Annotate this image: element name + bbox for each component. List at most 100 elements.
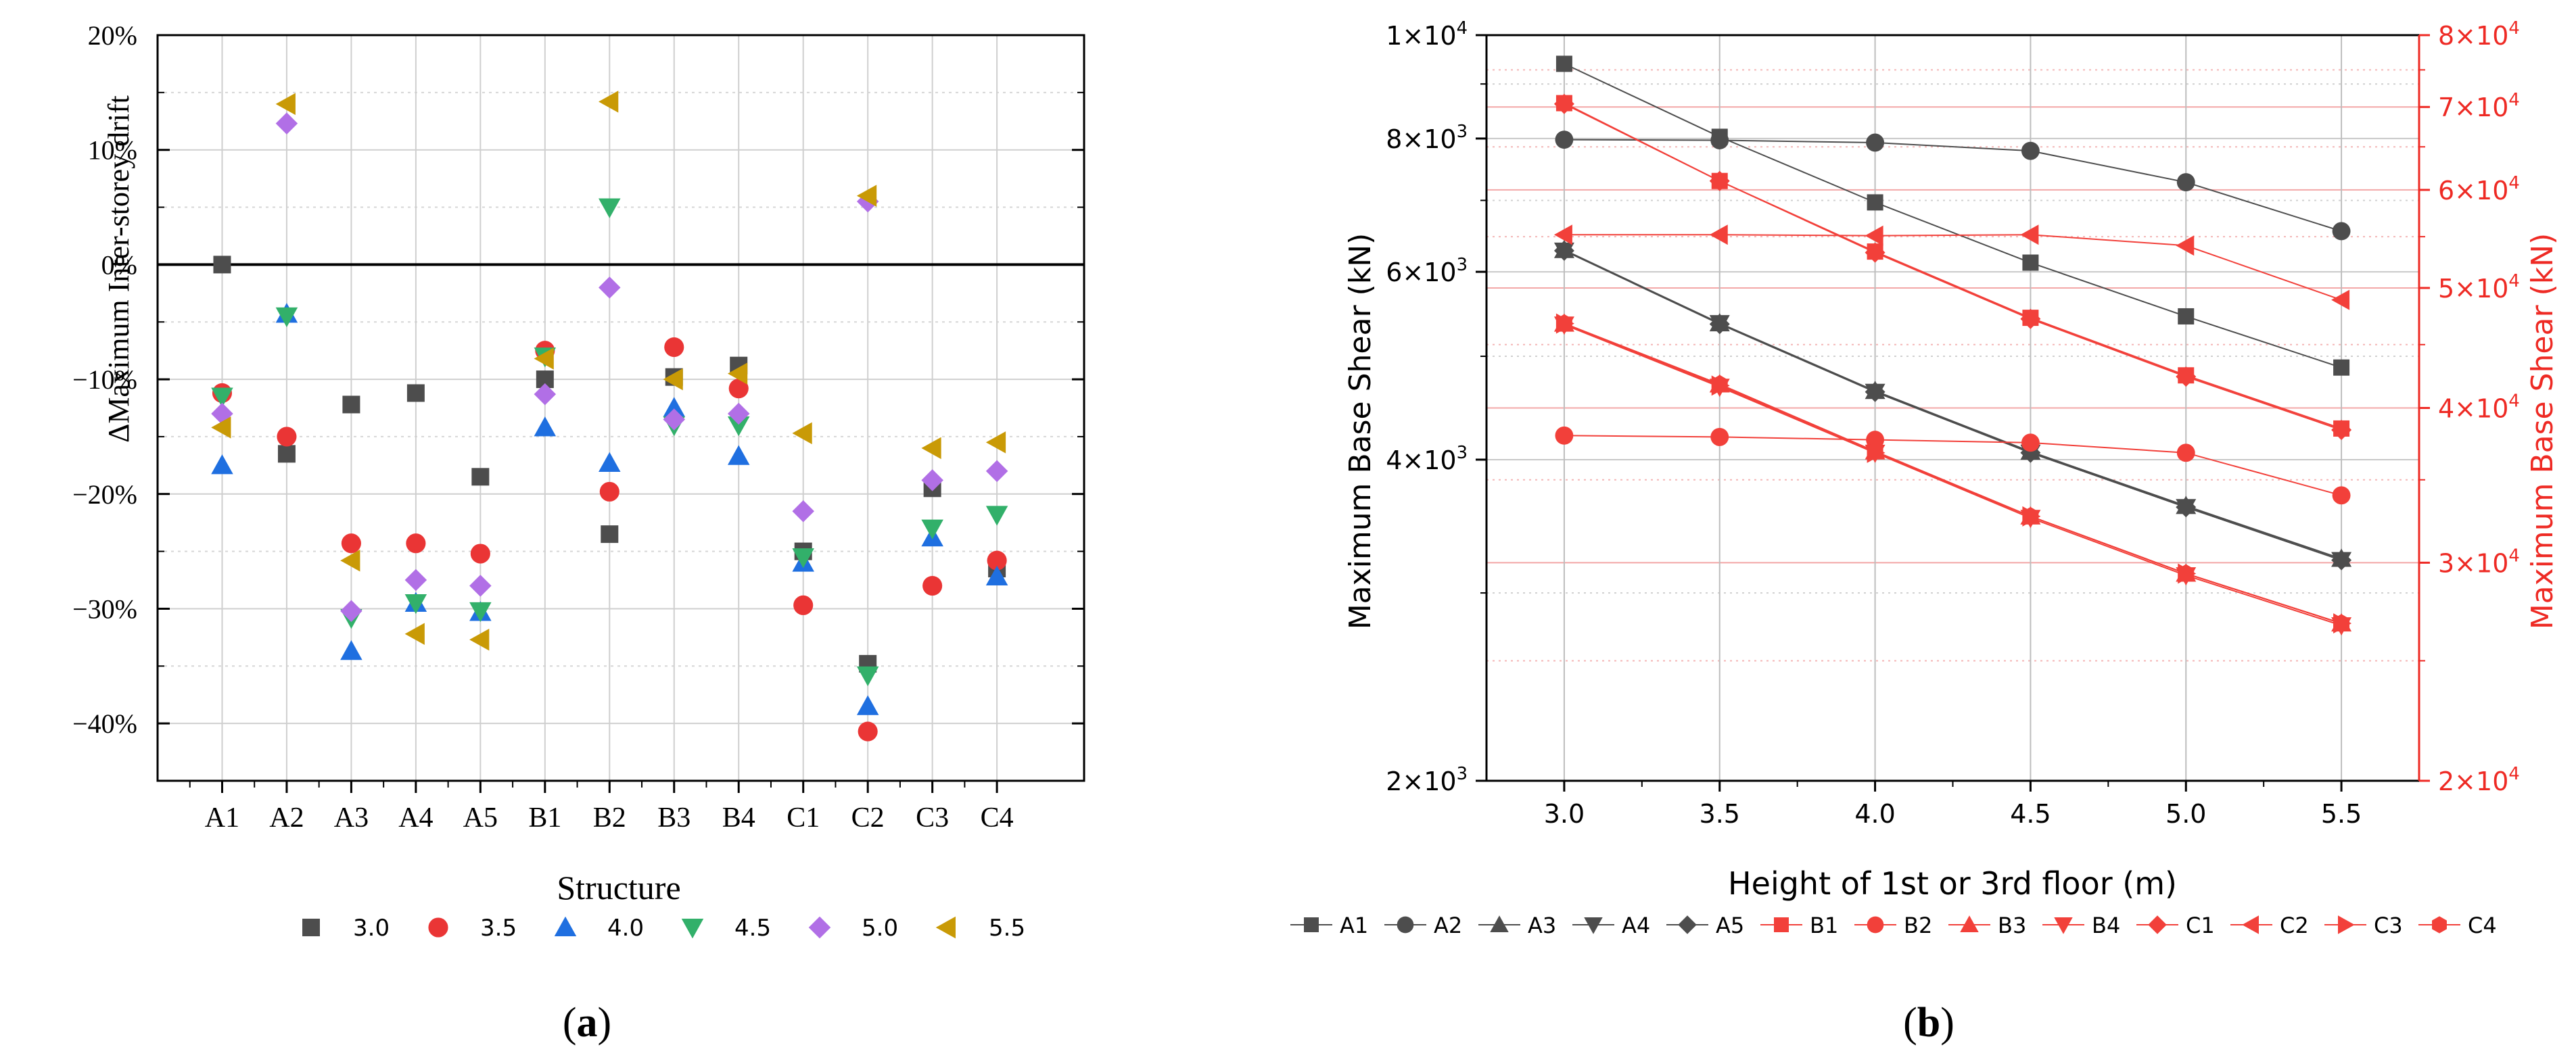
data-point-A1 [1555,55,1572,72]
series-line-C4 [1564,322,2342,625]
legend-marker-5.5 [935,916,956,939]
legend-marker-A1 [1304,917,1319,932]
legend-label: B3 [1998,913,2026,938]
right-tick-label: 4×104 [2438,391,2520,424]
x-tick-label: C3 [916,802,949,834]
data-point-3.5 [277,427,297,447]
x-tick-label: A3 [334,802,369,834]
data-point-4.0 [211,454,233,475]
legend-label: 5.0 [862,915,898,942]
x-tick-label: B2 [593,802,626,834]
panel-b-left-y-axis-label: Maximum Base Shear (kN) [1343,233,1378,630]
data-point-C1 [2176,366,2197,387]
data-point-C1 [2331,419,2352,440]
data-point-5.5 [856,185,877,207]
right-tick-label: 8×104 [2438,18,2520,51]
data-point-A1 [2178,308,2195,324]
data-point-C4 [1711,375,1728,394]
panel-a-frame [156,34,1085,782]
series-line-A3 [1564,249,2342,560]
left-tick-label: 8×103 [1386,122,1468,154]
panel-b: 2×103 4×103 6×103 8×103 1×104 2×104 3×104 4×104… [1290,18,2520,938]
series-line-A1 [1564,63,2342,368]
data-point-3.5 [406,533,426,554]
data-point-A2 [2176,173,2195,192]
data-point-4.0 [340,639,362,660]
data-point-5.5 [275,93,296,116]
series-line-B4 [1564,324,2342,627]
legend-label: C1 [2186,913,2215,938]
data-point-5.5 [727,362,748,385]
data-point-C4 [1555,314,1572,333]
series-line-C2 [1564,234,2342,301]
panel-b-caption: (b) [1903,1000,1954,1046]
left-tick-label: 4×103 [1386,443,1468,475]
panel-a: 20% 10% 0% −10% −20% −30% −40% A1 A2 A3 A4 A5 B1 B2 B3… [72,20,1085,942]
data-point-A1 [2022,254,2039,271]
x-tick-label: 4.5 [2010,799,2051,829]
data-point-A1 [1867,194,1883,211]
right-tick-label: 2×104 [2438,764,2520,796]
y-tick-label: −30% [72,594,137,624]
legend-marker-5.0 [808,916,831,939]
data-point-A5 [2331,550,2352,571]
x-tick-label: A1 [205,802,239,834]
data-point-3.5 [922,575,943,596]
data-point-4.0 [599,452,621,472]
data-point-3.5 [664,337,684,358]
data-point-5.0 [921,469,943,491]
x-tick-label: B1 [528,802,561,834]
data-point-4.5 [727,416,750,437]
legend-marker-A5 [1678,915,1697,934]
data-point-C2 [1553,224,1572,245]
y-tick-label: −40% [72,708,137,739]
y-tick-label: 10% [88,135,137,166]
data-point-4.5 [792,548,814,569]
data-point-5.5 [599,91,619,113]
series-line-A5 [1564,249,2342,561]
legend-label: B1 [1810,913,1838,938]
data-point-C2 [1865,225,1883,246]
data-point-B2 [1555,426,1574,445]
data-point-5.0 [985,460,1008,483]
legend-marker-B3 [1960,915,1979,932]
legend-marker-A2 [1397,916,1414,934]
x-tick-label: A5 [463,802,498,834]
data-point-B2 [2021,433,2040,452]
data-point-5.5 [534,347,554,370]
data-point-A5 [1709,314,1730,335]
data-point-A2 [1866,133,1885,152]
data-point-B2 [1710,427,1729,446]
data-point-4.5 [404,594,427,614]
data-point-C4 [2178,564,2195,583]
data-point-3.5 [728,379,749,399]
legend-marker-3.0 [302,919,320,936]
data-point-5.0 [404,569,427,592]
legend-marker-C1 [2148,915,2167,934]
panel-a-caption: (a) [563,1000,611,1046]
data-point-5.0 [792,500,814,523]
x-tick-label: C1 [787,802,820,834]
legend-label: A3 [1528,913,1556,938]
legend-label: 3.5 [480,915,517,942]
data-point-5.0 [340,600,362,623]
data-point-A2 [2021,141,2040,160]
data-point-4.0 [534,416,557,437]
data-point-3.5 [858,721,878,742]
data-point-C1 [1709,170,1730,191]
data-point-C2 [2331,289,2350,310]
legend-label: A4 [1622,913,1650,938]
data-point-5.0 [599,276,621,299]
x-tick-label: C4 [981,802,1014,834]
data-point-A2 [1710,131,1729,149]
legend-label: 4.0 [607,915,644,942]
left-tick-label: 6×103 [1386,255,1468,287]
legend-marker-3.5 [428,917,448,938]
data-point-B2 [2332,486,2351,505]
data-point-3.5 [341,533,361,554]
data-point-3.5 [793,595,814,615]
data-point-A2 [2332,222,2351,241]
legend-marker-A3 [1490,915,1509,932]
left-tick-label: 1×104 [1386,18,1468,51]
panel-a-caption-letter: a [577,1000,598,1046]
